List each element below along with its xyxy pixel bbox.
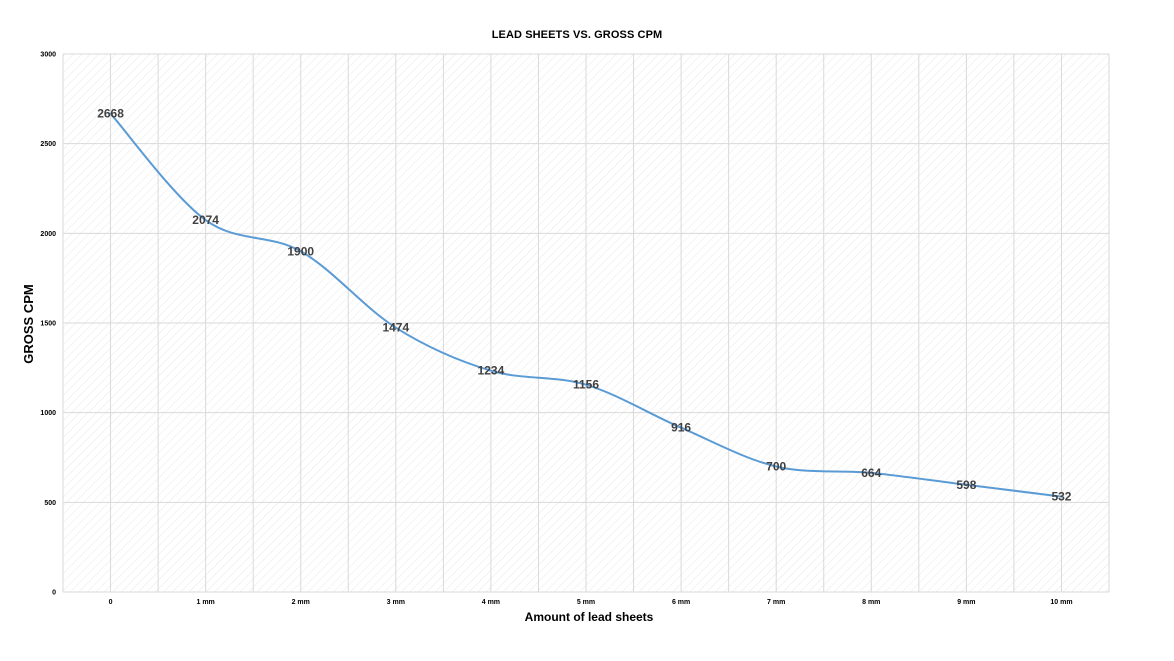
- x-tick-label: 9 mm: [957, 599, 975, 606]
- x-tick-label: 3 mm: [387, 599, 405, 606]
- series-lines: [109, 112, 1063, 498]
- data-label: 2668: [97, 107, 124, 121]
- data-label: 1234: [478, 364, 505, 378]
- chart-title: LEAD SHEETS VS. GROSS CPM: [492, 29, 663, 41]
- data-label: 1474: [382, 321, 409, 335]
- y-axis-ticks: 0 500 1000 1500 2000 2500 3000: [40, 52, 56, 597]
- x-tick-label: 6 mm: [672, 599, 690, 606]
- data-labels: 2668 2074 1900 1474 1234 1156 916 700 664 598 532: [97, 107, 1072, 504]
- x-axis-ticks: 0 1 mm 2 mm 3 mm 4 mm 5 mm 6 mm 7 mm 8 mm 9 mm 10 …: [109, 599, 1073, 606]
- x-tick-label: 8 mm: [862, 599, 880, 606]
- data-label: 700: [766, 459, 786, 473]
- x-tick-label: 10 mm: [1050, 599, 1072, 606]
- y-tick-label: 2500: [40, 141, 56, 148]
- x-tick-label: 1 mm: [196, 599, 214, 606]
- y-tick-label: 1000: [40, 410, 56, 417]
- x-tick-label: 5 mm: [577, 599, 595, 606]
- grid-lines: [62, 53, 1110, 593]
- y-tick-label: 0: [52, 590, 56, 597]
- y-axis-title: GROSS CPM: [21, 284, 36, 363]
- data-label: 664: [861, 466, 881, 480]
- y-tick-label: 2000: [40, 231, 56, 238]
- x-tick-label: 7 mm: [767, 599, 785, 606]
- x-tick-label: 4 mm: [482, 599, 500, 606]
- series-line: [109, 112, 1063, 498]
- data-label: 598: [956, 478, 976, 492]
- data-label: 1156: [573, 378, 599, 392]
- data-label: 532: [1051, 490, 1071, 504]
- x-tick-label: 0: [109, 599, 113, 606]
- y-tick-label: 3000: [40, 52, 56, 59]
- data-label: 2074: [192, 213, 219, 227]
- y-tick-label: 500: [44, 500, 56, 507]
- data-label: 916: [671, 421, 691, 435]
- y-tick-label: 1500: [40, 321, 56, 328]
- data-label: 1900: [287, 244, 314, 258]
- x-tick-label: 2 mm: [292, 599, 310, 606]
- x-axis-title: Amount of lead sheets: [525, 610, 654, 624]
